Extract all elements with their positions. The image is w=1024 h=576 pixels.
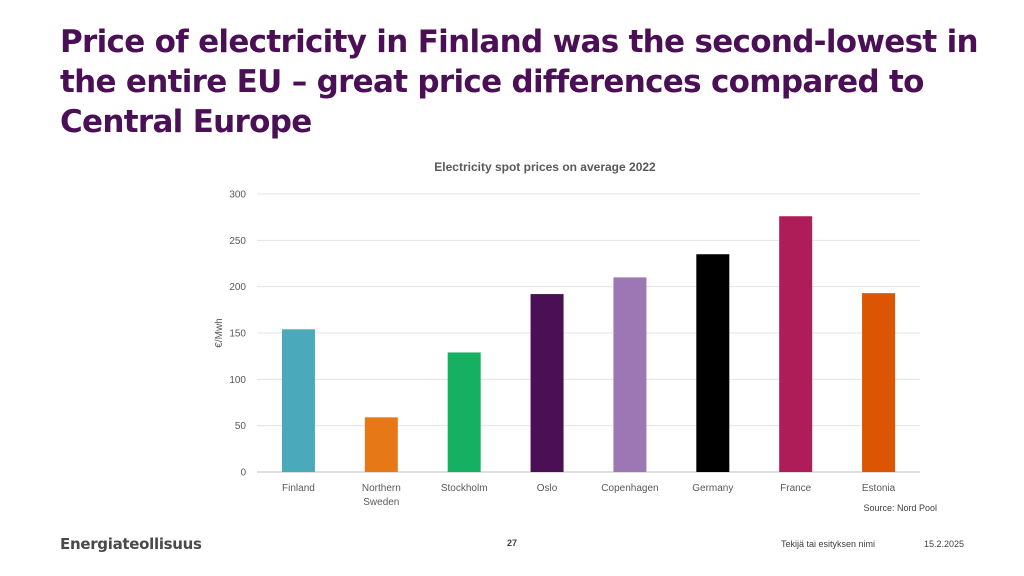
x-category-label: Northern Sweden <box>362 483 401 508</box>
x-category-label: Finland <box>282 483 315 494</box>
page-number: 27 <box>506 538 517 548</box>
bar-france <box>779 216 813 472</box>
slide-title: Price of electricity in Finland was the … <box>60 24 979 140</box>
bar-stockholm <box>447 352 481 472</box>
y-tick-label: 300 <box>229 190 246 201</box>
bar-copenhagen <box>613 277 647 472</box>
y-tick-label: 50 <box>235 421 247 432</box>
x-category-label: France <box>780 483 812 494</box>
x-axis-labels: Finland Northern Sweden Stockholm Oslo Copenh… <box>282 483 896 508</box>
bar-estonia <box>862 293 896 472</box>
bar-finland <box>281 329 315 472</box>
bar-northern-sweden <box>364 417 398 472</box>
bar-oslo <box>530 294 564 472</box>
bars <box>281 216 896 472</box>
footer-author: Tekijä tai esityksen nimi <box>781 539 876 549</box>
y-tick-label: 150 <box>229 329 246 340</box>
y-tick-label: 0 <box>240 468 246 479</box>
x-category-label: Germany <box>692 483 733 494</box>
x-category-label: Copenhagen <box>601 483 658 494</box>
footer-date: 15.2.2025 <box>924 539 965 549</box>
source-note: Source: Nord Pool <box>863 503 937 513</box>
x-category-label: Estonia <box>862 483 896 494</box>
gridlines <box>257 193 920 473</box>
y-axis-ticks: 0 50 100 150 200 250 300 <box>229 190 246 479</box>
chart-title: Electricity spot prices on average 2022 <box>434 160 656 174</box>
y-axis-label: €/Mwh <box>214 318 225 347</box>
company-logo: Energiateollisuus <box>60 535 202 553</box>
y-tick-label: 250 <box>229 236 246 247</box>
y-tick-label: 200 <box>229 282 246 293</box>
x-category-label: Oslo <box>537 483 558 494</box>
y-tick-label: 100 <box>229 375 246 386</box>
bar-germany <box>696 254 730 472</box>
x-category-label: Stockholm <box>441 483 488 494</box>
